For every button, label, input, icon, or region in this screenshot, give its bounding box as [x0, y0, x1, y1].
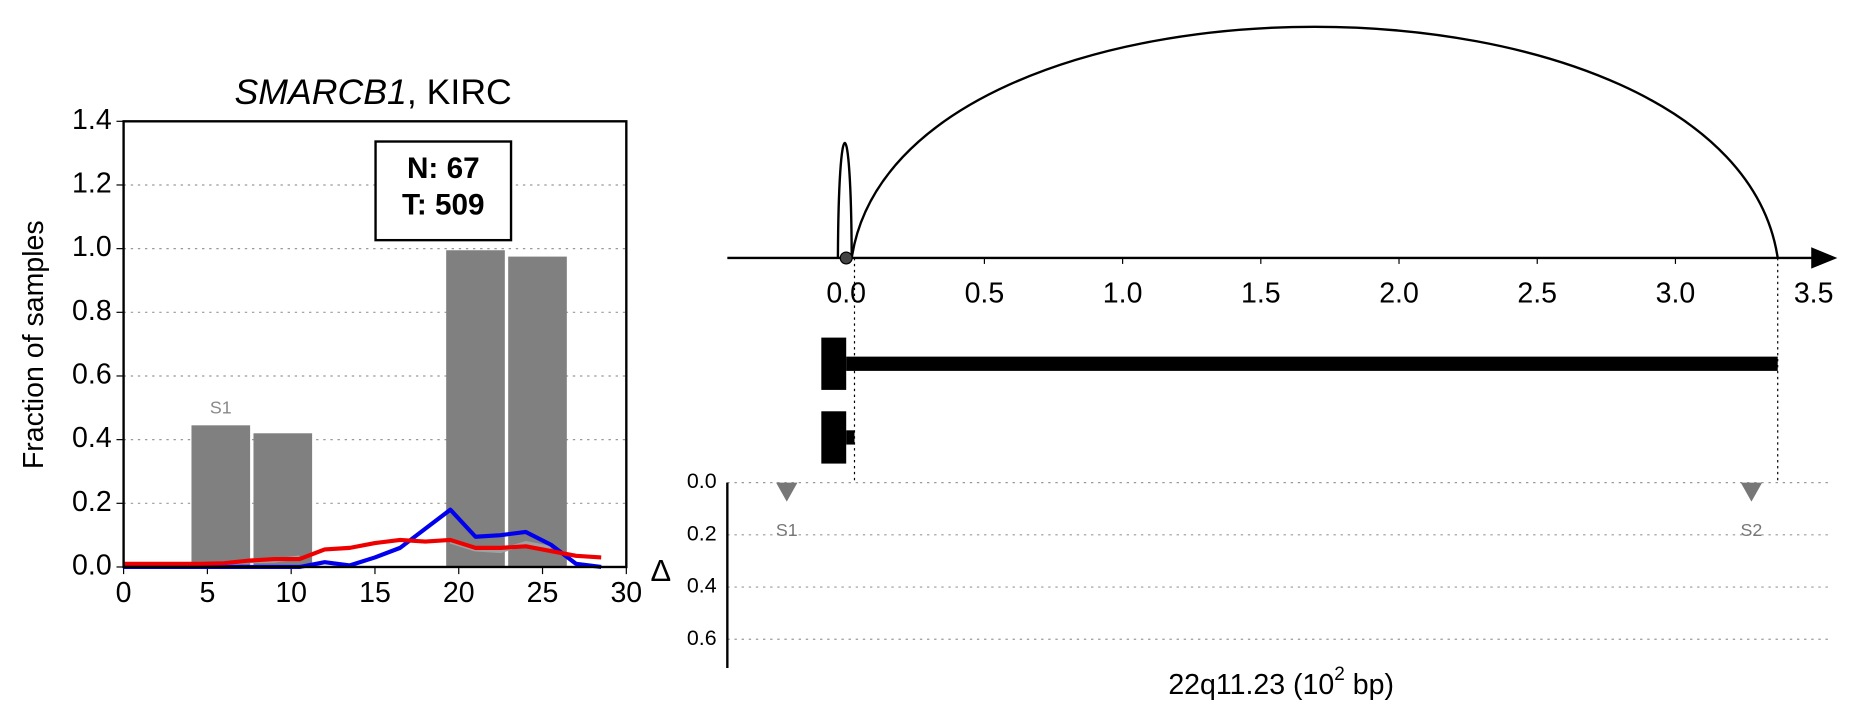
arc	[836, 141, 853, 258]
x-tick-label: 1.5	[1241, 277, 1281, 309]
x-tick-label: 1.0	[1103, 277, 1143, 309]
plot-frame	[122, 120, 628, 569]
y-tick-label: 0.0	[687, 469, 717, 493]
xlabel-suffix: bp)	[1345, 668, 1394, 700]
x-tick-label: 2.0	[1379, 277, 1419, 309]
y-tick-label: 0.4	[687, 574, 717, 598]
marker-label: S1	[776, 520, 798, 540]
x-tick-label: 30	[610, 577, 642, 609]
y-axis-label: Fraction of samples	[18, 220, 50, 469]
y-tick-label: 0.6	[72, 359, 112, 391]
y-tick-label: 1.0	[72, 231, 112, 263]
marker	[776, 482, 798, 502]
annotation-box	[374, 140, 513, 242]
annotation-text: T: 509	[402, 189, 485, 222]
y-tick-label: 0.2	[72, 486, 112, 518]
x-tick-label: 0.5	[965, 277, 1005, 309]
x-tick-label: 0.0	[826, 277, 866, 309]
marker	[1740, 482, 1763, 502]
delta-axis-label: Δ	[650, 553, 671, 588]
x-tick-label: 15	[359, 577, 391, 609]
y-tick-label: 1.2	[72, 168, 112, 200]
x-tick-label: 3.5	[1794, 277, 1834, 309]
y-tick-label: 0.8	[72, 295, 112, 327]
marker-label: S2	[1741, 520, 1763, 540]
bar	[253, 433, 313, 567]
y-tick-label: 1.4	[72, 104, 112, 136]
y-tick-label: 0.4	[72, 422, 112, 454]
track-line	[846, 430, 855, 445]
chart-title: SMARCB1, KIRC	[235, 73, 512, 113]
track-line	[846, 356, 1778, 371]
x-axis-arrow	[1811, 247, 1838, 269]
title-suffix: , KIRC	[407, 73, 512, 113]
x-axis-label: 22q11.23 (102 bp)	[1168, 664, 1394, 700]
bar	[191, 425, 251, 567]
x-tick-label: 0	[116, 577, 132, 609]
x-tick-label: 20	[443, 577, 475, 609]
point	[839, 251, 853, 265]
line-series	[123, 537, 602, 566]
title-gene: SMARCB1	[235, 73, 407, 113]
y-tick-label: 0.6	[687, 626, 717, 650]
arc	[850, 25, 1779, 259]
x-tick-label: 3.0	[1656, 277, 1696, 309]
xlabel-exp: 2	[1334, 664, 1345, 685]
xlabel-prefix: 22q11.23 (10	[1168, 668, 1334, 700]
y-tick-label: 0.2	[687, 521, 717, 545]
track-block	[821, 337, 847, 390]
x-tick-label: 25	[527, 577, 559, 609]
bar	[508, 256, 567, 567]
x-tick-label: 2.5	[1517, 277, 1557, 309]
x-tick-label: 5	[199, 577, 215, 609]
track-block	[821, 411, 847, 464]
x-tick-label: 10	[275, 577, 307, 609]
annotation-text: N: 67	[407, 152, 480, 185]
bar	[446, 250, 505, 567]
bar-label: S1	[210, 397, 232, 417]
y-tick-label: 0.0	[72, 550, 112, 582]
